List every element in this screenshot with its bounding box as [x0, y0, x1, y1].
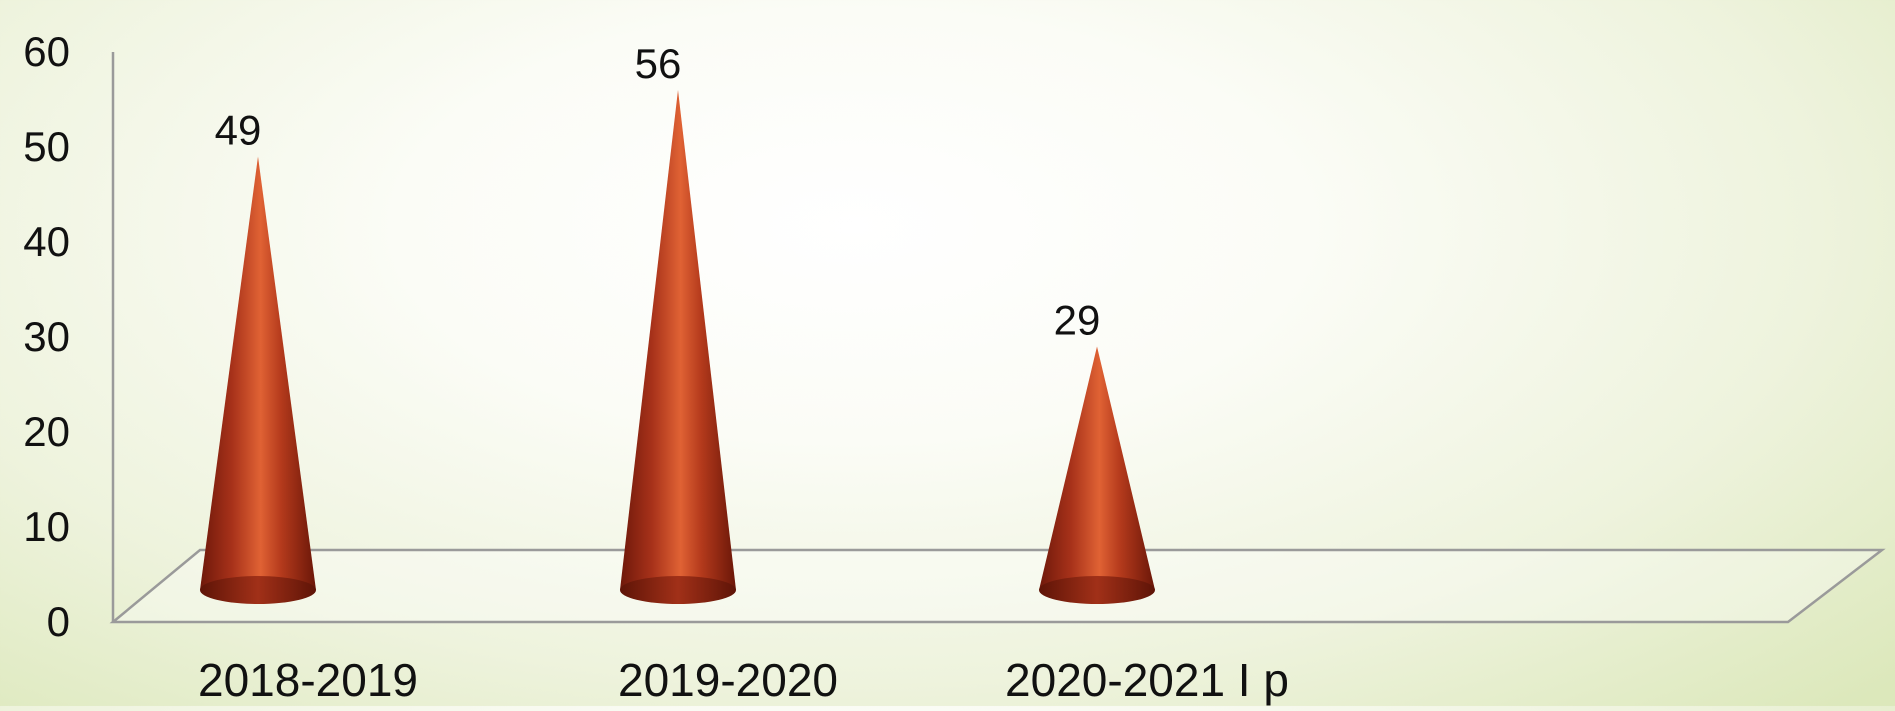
data-label: 29 — [1054, 297, 1101, 344]
x-category-label: 2020-2021 I p — [1005, 654, 1289, 706]
y-tick-label: 40 — [23, 218, 70, 265]
cones-layer — [200, 90, 1155, 604]
y-tick-label: 50 — [23, 123, 70, 170]
cone-mark — [620, 90, 736, 604]
y-tick-label: 20 — [23, 408, 70, 455]
data-label: 56 — [635, 40, 682, 87]
x-category-label: 2018-2019 — [198, 654, 418, 706]
cone-mark — [1039, 346, 1155, 604]
chart-floor — [109, 548, 1886, 624]
cone-mark — [200, 156, 316, 604]
y-tick-labels: 0 10 20 30 40 50 60 — [23, 28, 70, 645]
y-tick-label: 30 — [23, 313, 70, 360]
y-tick-label: 0 — [47, 598, 70, 645]
data-labels: 49 56 29 — [215, 40, 1101, 344]
category-labels: 2018-2019 2019-2020 2020-2021 I p — [198, 654, 1289, 706]
y-tick-label: 10 — [23, 503, 70, 550]
data-label: 49 — [215, 107, 262, 154]
y-tick-label: 60 — [23, 28, 70, 75]
x-category-label: 2019-2020 — [618, 654, 838, 706]
axes-layer — [109, 52, 1886, 624]
